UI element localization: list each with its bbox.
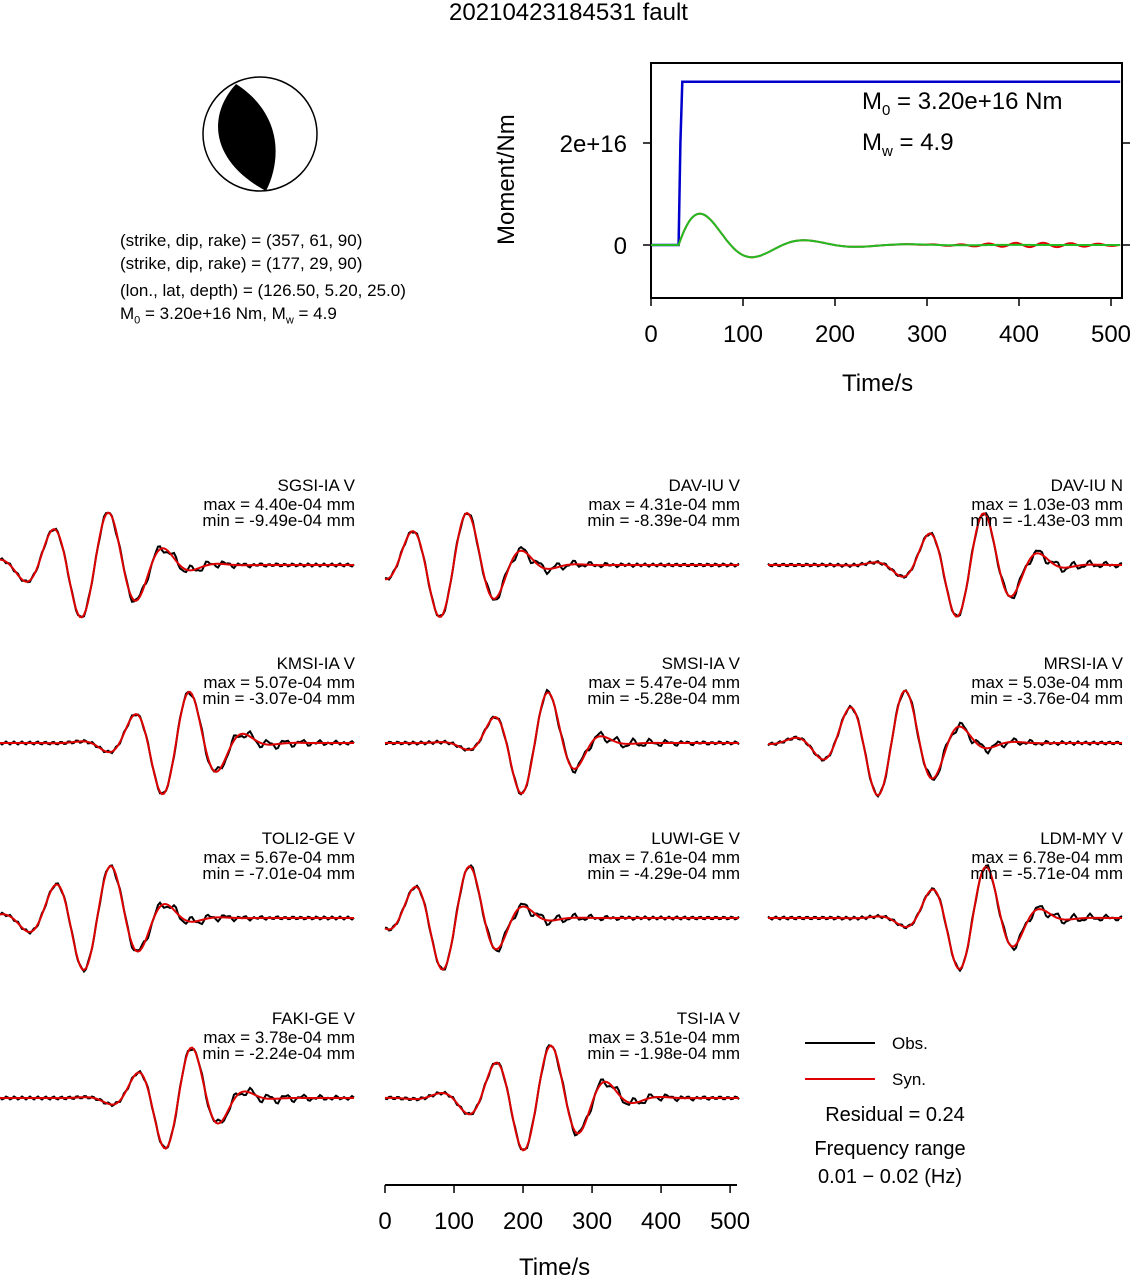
annot-m0: M0 = 3.20e+16 Nm xyxy=(862,88,1063,119)
waveform-xlabel: Time/s xyxy=(519,1254,591,1281)
waveform-max: max = 5.67e-04 mm xyxy=(203,848,355,867)
waveform-min: min = -3.07e-04 mm xyxy=(202,689,355,708)
waveform-min: min = -9.49e-04 mm xyxy=(202,511,355,530)
legend-syn-label: Syn. xyxy=(892,1070,927,1089)
waveform-max: max = 3.51e-04 mm xyxy=(588,1028,740,1047)
waveform-min: min = -1.98e-04 mm xyxy=(587,1044,740,1063)
time-xtick-label: 200 xyxy=(503,1208,543,1235)
waveform-syn-0 xyxy=(0,511,354,619)
legend xyxy=(805,1042,875,1080)
moment-plot-frame xyxy=(650,62,1123,299)
waveform-panels: 0 100 200 300 400 500 xyxy=(0,511,1123,1235)
waveform-min: min = -4.29e-04 mm xyxy=(587,864,740,883)
waveform-max: max = 5.47e-04 mm xyxy=(588,673,740,692)
legend-obs-label: Obs. xyxy=(892,1034,928,1053)
waveform-min: min = -8.39e-04 mm xyxy=(587,511,740,530)
waveform-min: min = -2.24e-04 mm xyxy=(202,1044,355,1063)
waveform-station: LDM-MY V xyxy=(1040,829,1123,848)
time-xtick-label: 400 xyxy=(641,1208,681,1235)
residual-text: Residual = 0.24 xyxy=(825,1104,965,1126)
nodal-plane-1: (strike, dip, rake) = (357, 61, 90) xyxy=(120,231,363,250)
waveform-min: min = -5.71e-04 mm xyxy=(970,864,1123,883)
annot-mw: Mw = 4.9 xyxy=(862,128,954,160)
waveform-syn-7 xyxy=(384,865,739,971)
moment-ytick-label: 2e+16 xyxy=(560,131,627,158)
waveform-station: KMSI-IA V xyxy=(276,654,355,673)
time-xtick-label: 300 xyxy=(572,1208,612,1235)
mechanism-params: (strike, dip, rake) = (357, 61, 90) (str… xyxy=(120,229,406,332)
nodal-plane-2: (strike, dip, rake) = (177, 29, 90) xyxy=(120,254,363,273)
moment-xtick-label: 0 xyxy=(644,321,657,348)
focal-mechanism-beachball xyxy=(202,76,318,192)
waveform-max: max = 7.61e-04 mm xyxy=(588,848,740,867)
waveform-max: max = 5.07e-04 mm xyxy=(203,673,355,692)
moment-xtick-label: 500 xyxy=(1091,321,1131,348)
moment-ytick-label: 0 xyxy=(614,233,627,260)
waveform-max: max = 5.03e-04 mm xyxy=(971,673,1123,692)
moment-ylabel: Moment/Nm xyxy=(493,114,520,245)
waveform-station: TSI-IA V xyxy=(676,1009,740,1028)
waveform-syn-10 xyxy=(385,1044,739,1152)
waveform-station: LUWI-GE V xyxy=(651,829,740,848)
beachball-compressional-quadrant xyxy=(218,84,276,191)
waveform-station: DAV-IU N xyxy=(1050,476,1123,495)
moment-xtick-label: 100 xyxy=(723,321,763,348)
figure-title: 20210423184531 fault xyxy=(449,0,688,26)
frequency-range: 0.01 − 0.02 (Hz) xyxy=(818,1166,962,1188)
waveform-station: FAKI-GE V xyxy=(271,1009,355,1028)
waveform-max: max = 4.40e-04 mm xyxy=(203,495,355,514)
waveform-station: DAV-IU V xyxy=(668,476,740,495)
moment-xtick-label: 400 xyxy=(999,321,1039,348)
moment-xtick-label: 300 xyxy=(907,321,947,348)
waveform-syn-9 xyxy=(0,1046,354,1150)
waveform-syn-2 xyxy=(768,512,1122,618)
waveform-max: max = 4.31e-04 mm xyxy=(588,495,740,514)
waveform-station: SMSI-IA V xyxy=(661,654,740,673)
waveform-max: max = 1.03e-03 mm xyxy=(971,495,1123,514)
time-xtick-label: 100 xyxy=(434,1208,474,1235)
waveform-station: SGSI-IA V xyxy=(277,476,355,495)
waveform-min: min = -5.28e-04 mm xyxy=(587,689,740,708)
moment-xtick-label: 200 xyxy=(815,321,855,348)
moment-rate-red xyxy=(651,212,1121,259)
waveform-min: min = -7.01e-04 mm xyxy=(202,864,355,883)
time-xtick-label: 0 xyxy=(378,1208,391,1235)
moment-rate-green xyxy=(651,212,1121,259)
time-xtick-label: 500 xyxy=(710,1208,750,1235)
waveform-min: min = -1.43e-03 mm xyxy=(970,511,1123,530)
waveform-max: max = 6.78e-04 mm xyxy=(971,848,1123,867)
moment-xlabel: Time/s xyxy=(842,370,914,397)
waveform-max: max = 3.78e-04 mm xyxy=(203,1028,355,1047)
waveform-min: min = -3.76e-04 mm xyxy=(970,689,1123,708)
waveform-station: TOLI2-GE V xyxy=(261,829,355,848)
waveform-syn-8 xyxy=(768,865,1122,971)
waveform-syn-4 xyxy=(385,691,739,795)
moment-annotation: M0 = 3.20e+16 Nm Mw = 4.9 xyxy=(862,86,1062,168)
waveform-syn-6 xyxy=(0,865,354,972)
waveform-syn-5 xyxy=(768,689,1122,797)
waveform-syn-1 xyxy=(384,511,739,618)
waveform-station: MRSI-IA V xyxy=(1043,654,1123,673)
moment-rate-plot: 0 100 200 300 400 500 0 2e+16 xyxy=(560,62,1131,348)
hypocenter: (lon., lat, depth) = (126.50, 5.20, 25.0… xyxy=(120,281,406,300)
frequency-title: Frequency range xyxy=(814,1138,966,1160)
waveform-syn-3 xyxy=(0,690,354,796)
moment-magnitude-line: M0 = 3.20e+16 Nm, Mw = 4.9 xyxy=(120,304,337,327)
